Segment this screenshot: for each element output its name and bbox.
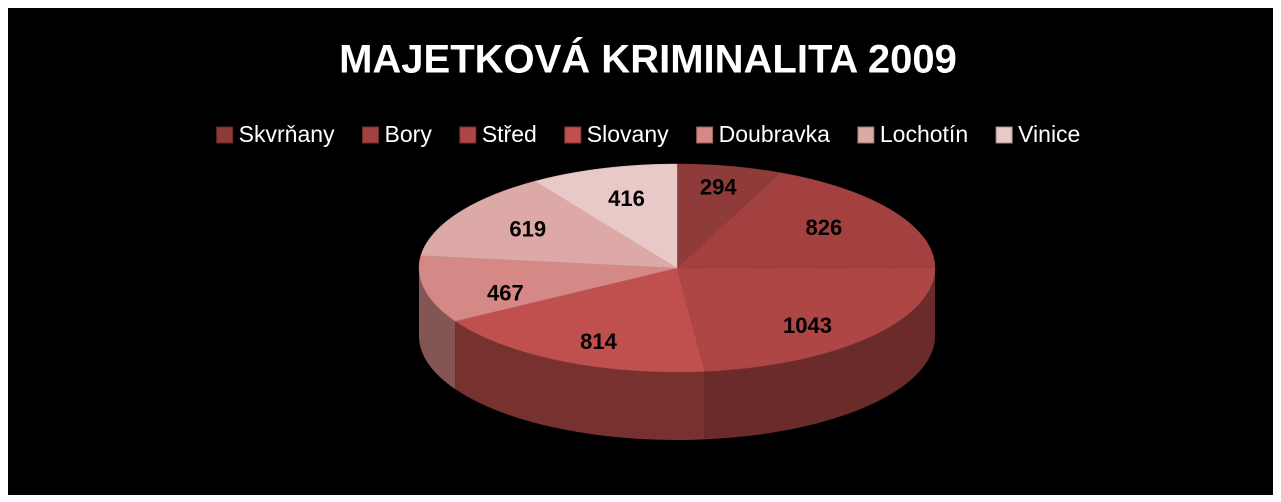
data-label: 814 bbox=[580, 329, 617, 354]
slice bbox=[676, 163, 781, 269]
legend-label: Skvrňany bbox=[239, 121, 335, 147]
slice-side bbox=[455, 321, 705, 440]
legend-swatch bbox=[696, 126, 714, 144]
slice-side bbox=[704, 268, 935, 440]
data-label: 416 bbox=[608, 186, 645, 211]
data-label: 826 bbox=[805, 215, 842, 240]
legend-label: Vinice bbox=[1018, 121, 1080, 147]
slice bbox=[418, 255, 678, 322]
slice bbox=[454, 267, 705, 373]
slice-side bbox=[419, 268, 456, 390]
slice bbox=[676, 172, 936, 269]
slice bbox=[534, 163, 678, 269]
data-label: 294 bbox=[700, 174, 737, 199]
legend-label: Lochotín bbox=[880, 121, 968, 147]
legend-swatch bbox=[857, 126, 875, 144]
slice bbox=[420, 180, 678, 269]
slice bbox=[676, 267, 936, 372]
data-label: 619 bbox=[509, 217, 546, 242]
legend-label: Doubravka bbox=[719, 121, 830, 147]
data-label: 467 bbox=[487, 280, 524, 305]
chart-title: MAJETKOVÁ KRIMINALITA 2009 bbox=[339, 37, 957, 82]
legend-swatch bbox=[564, 126, 582, 144]
legend-label: Střed bbox=[482, 121, 537, 147]
legend-swatch bbox=[216, 126, 234, 144]
legend: Skvrňany Bory Střed Slovany Doubravka Lochotí… bbox=[216, 121, 1080, 147]
data-label: 1043 bbox=[783, 313, 832, 338]
legend-label: Bory bbox=[385, 121, 433, 147]
legend-label: Slovany bbox=[587, 121, 669, 147]
legend-swatch bbox=[459, 126, 477, 144]
legend-swatch bbox=[362, 126, 380, 144]
legend-swatch bbox=[995, 126, 1013, 144]
